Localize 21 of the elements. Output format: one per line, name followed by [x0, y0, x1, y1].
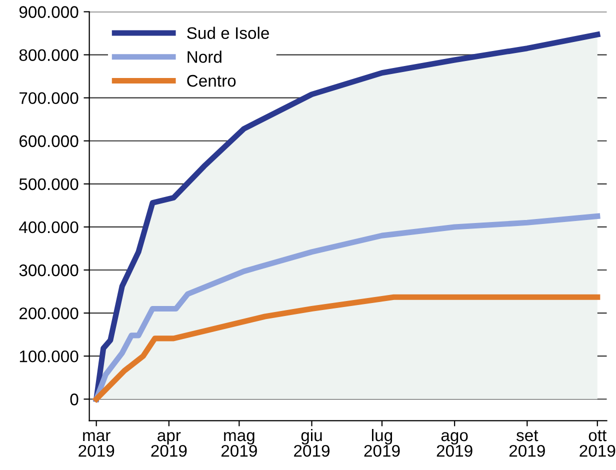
y-tick-label: 0: [70, 394, 78, 406]
y-tick-label: 900.000: [19, 6, 78, 18]
x-tick-label: mag 2019: [221, 432, 257, 457]
y-tick-label: 300.000: [19, 264, 78, 276]
x-tick-label: mar 2019: [78, 432, 114, 457]
x-tick-label: set 2019: [509, 430, 545, 457]
y-tick-label: 800.000: [19, 49, 78, 61]
y-tick-label: 500.000: [19, 178, 78, 190]
x-tick-label: lug 2019: [364, 428, 400, 457]
x-tick-label: ott 2019: [580, 430, 616, 457]
y-tick-label: 200.000: [20, 307, 78, 320]
y-tick-label: 700.000: [20, 92, 78, 104]
legend-label: Nord: [188, 50, 222, 63]
y-tick-label: 100.000: [20, 350, 78, 362]
legend-label: Sud e Isole: [187, 26, 269, 39]
y-tick-label: 600.000: [20, 135, 78, 148]
x-tick-label: apr 2019: [151, 432, 187, 457]
x-tick-label: giu 2019: [294, 428, 330, 457]
x-tick-label: ago 2019: [436, 432, 472, 457]
y-tick-label: 400.000: [19, 221, 78, 234]
legend-label: Centro: [187, 74, 236, 87]
